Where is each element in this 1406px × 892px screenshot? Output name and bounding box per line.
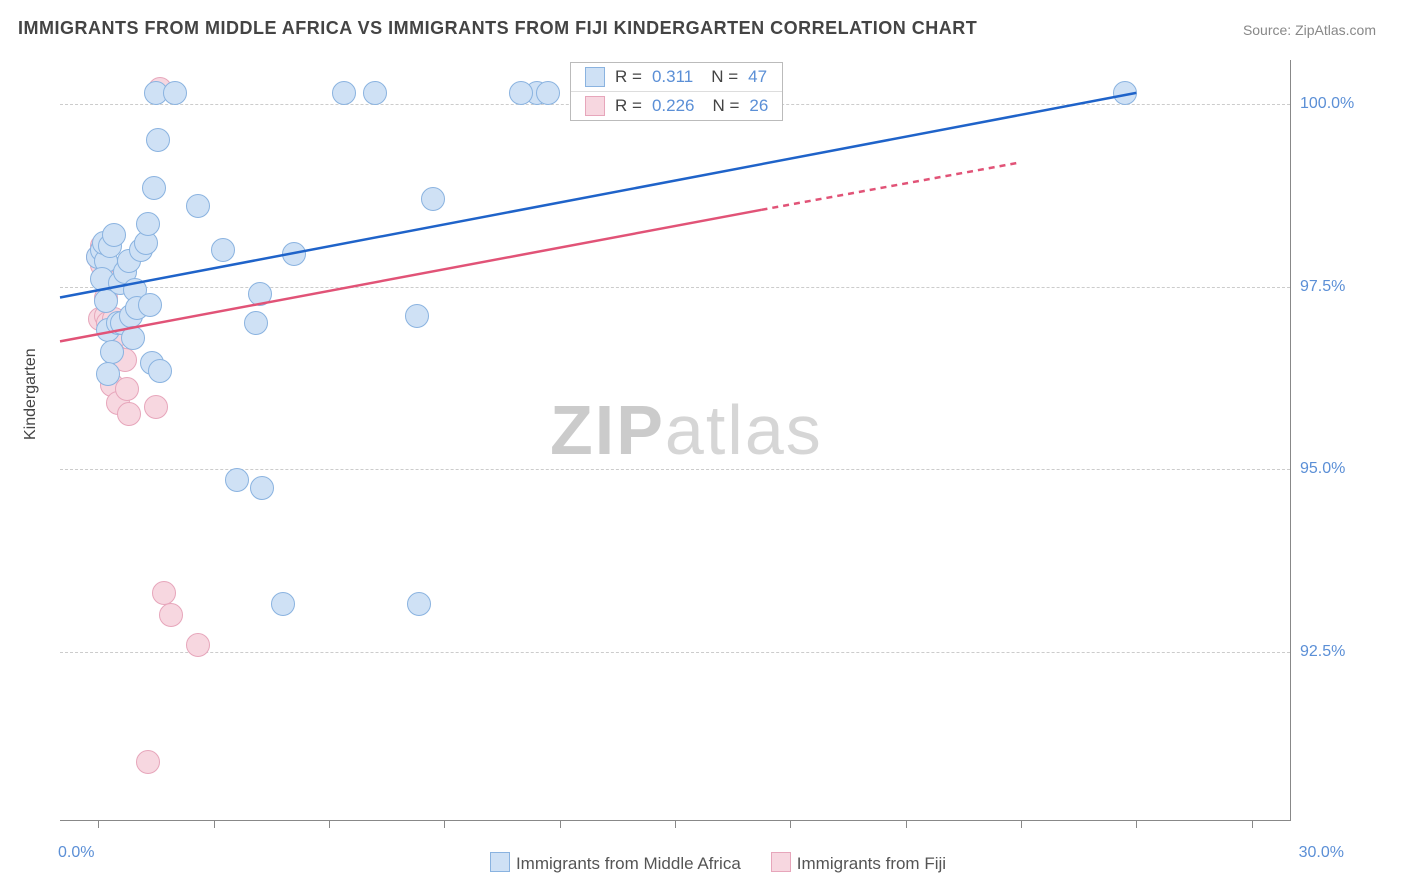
legend-swatch bbox=[585, 96, 605, 116]
data-point bbox=[186, 633, 210, 657]
x-tick bbox=[1136, 820, 1137, 828]
data-point bbox=[146, 128, 170, 152]
x-tick bbox=[675, 820, 676, 828]
y-tick-label: 100.0% bbox=[1300, 95, 1375, 113]
data-point bbox=[121, 326, 145, 350]
stat-r-value: 0.226 bbox=[652, 96, 695, 116]
stats-box: R = 0.311 N = 47 R = 0.226 N = 26 bbox=[570, 62, 783, 121]
stat-r-label: R = bbox=[615, 96, 642, 116]
chart-title: IMMIGRANTS FROM MIDDLE AFRICA VS IMMIGRA… bbox=[18, 18, 977, 39]
data-point bbox=[100, 340, 124, 364]
stat-n-value: 26 bbox=[749, 96, 768, 116]
plot-area: 92.5%95.0%97.5%100.0% ZIPatlas R =0.311N… bbox=[60, 60, 1291, 821]
data-point bbox=[144, 395, 168, 419]
y-axis-label: Kindergarten bbox=[22, 348, 40, 440]
y-tick-label: 97.5% bbox=[1300, 278, 1375, 296]
x-tick bbox=[98, 820, 99, 828]
data-point bbox=[117, 402, 141, 426]
data-point bbox=[186, 194, 210, 218]
data-point bbox=[248, 282, 272, 306]
data-point bbox=[136, 750, 160, 774]
regression-lines bbox=[60, 60, 1290, 820]
data-point bbox=[163, 81, 187, 105]
y-tick-label: 92.5% bbox=[1300, 643, 1375, 661]
x-tick bbox=[560, 820, 561, 828]
x-tick bbox=[214, 820, 215, 828]
stat-r-label: R = bbox=[615, 67, 642, 87]
x-tick bbox=[1021, 820, 1022, 828]
data-point bbox=[225, 468, 249, 492]
data-point bbox=[405, 304, 429, 328]
legend-swatch bbox=[585, 67, 605, 87]
legend-label: Immigrants from Middle Africa bbox=[516, 854, 741, 873]
data-point bbox=[211, 238, 235, 262]
data-point bbox=[148, 359, 172, 383]
legend: Immigrants from Middle Africa Immigrants … bbox=[0, 852, 1406, 874]
gridline bbox=[60, 652, 1290, 653]
data-point bbox=[509, 81, 533, 105]
stat-n-label: N = bbox=[711, 67, 738, 87]
data-point bbox=[271, 592, 295, 616]
data-point bbox=[282, 242, 306, 266]
data-point bbox=[115, 377, 139, 401]
data-point bbox=[136, 212, 160, 236]
data-point bbox=[363, 81, 387, 105]
data-point bbox=[332, 81, 356, 105]
data-point bbox=[536, 81, 560, 105]
data-point bbox=[152, 581, 176, 605]
x-tick bbox=[790, 820, 791, 828]
data-point bbox=[96, 362, 120, 386]
legend-label: Immigrants from Fiji bbox=[797, 854, 946, 873]
data-point bbox=[250, 476, 274, 500]
data-point bbox=[244, 311, 268, 335]
data-point bbox=[142, 176, 166, 200]
source-label: Source: ZipAtlas.com bbox=[1243, 22, 1376, 38]
x-tick bbox=[444, 820, 445, 828]
x-tick bbox=[1252, 820, 1253, 828]
stats-row: R = 0.226 N = 26 bbox=[571, 92, 782, 120]
data-point bbox=[159, 603, 183, 627]
stat-r-value: 0.311 bbox=[652, 67, 693, 87]
x-tick bbox=[906, 820, 907, 828]
legend-swatch bbox=[771, 852, 791, 872]
y-tick-label: 95.0% bbox=[1300, 460, 1375, 478]
x-tick bbox=[329, 820, 330, 828]
watermark: ZIPatlas bbox=[550, 390, 823, 470]
gridline bbox=[60, 287, 1290, 288]
data-point bbox=[1113, 81, 1137, 105]
stats-row: R = 0.311 N = 47 bbox=[571, 63, 782, 92]
legend-swatch bbox=[490, 852, 510, 872]
data-point bbox=[138, 293, 162, 317]
stat-n-label: N = bbox=[712, 96, 739, 116]
data-point bbox=[407, 592, 431, 616]
stat-n-value: 47 bbox=[748, 67, 767, 87]
data-point bbox=[102, 223, 126, 247]
data-point bbox=[421, 187, 445, 211]
